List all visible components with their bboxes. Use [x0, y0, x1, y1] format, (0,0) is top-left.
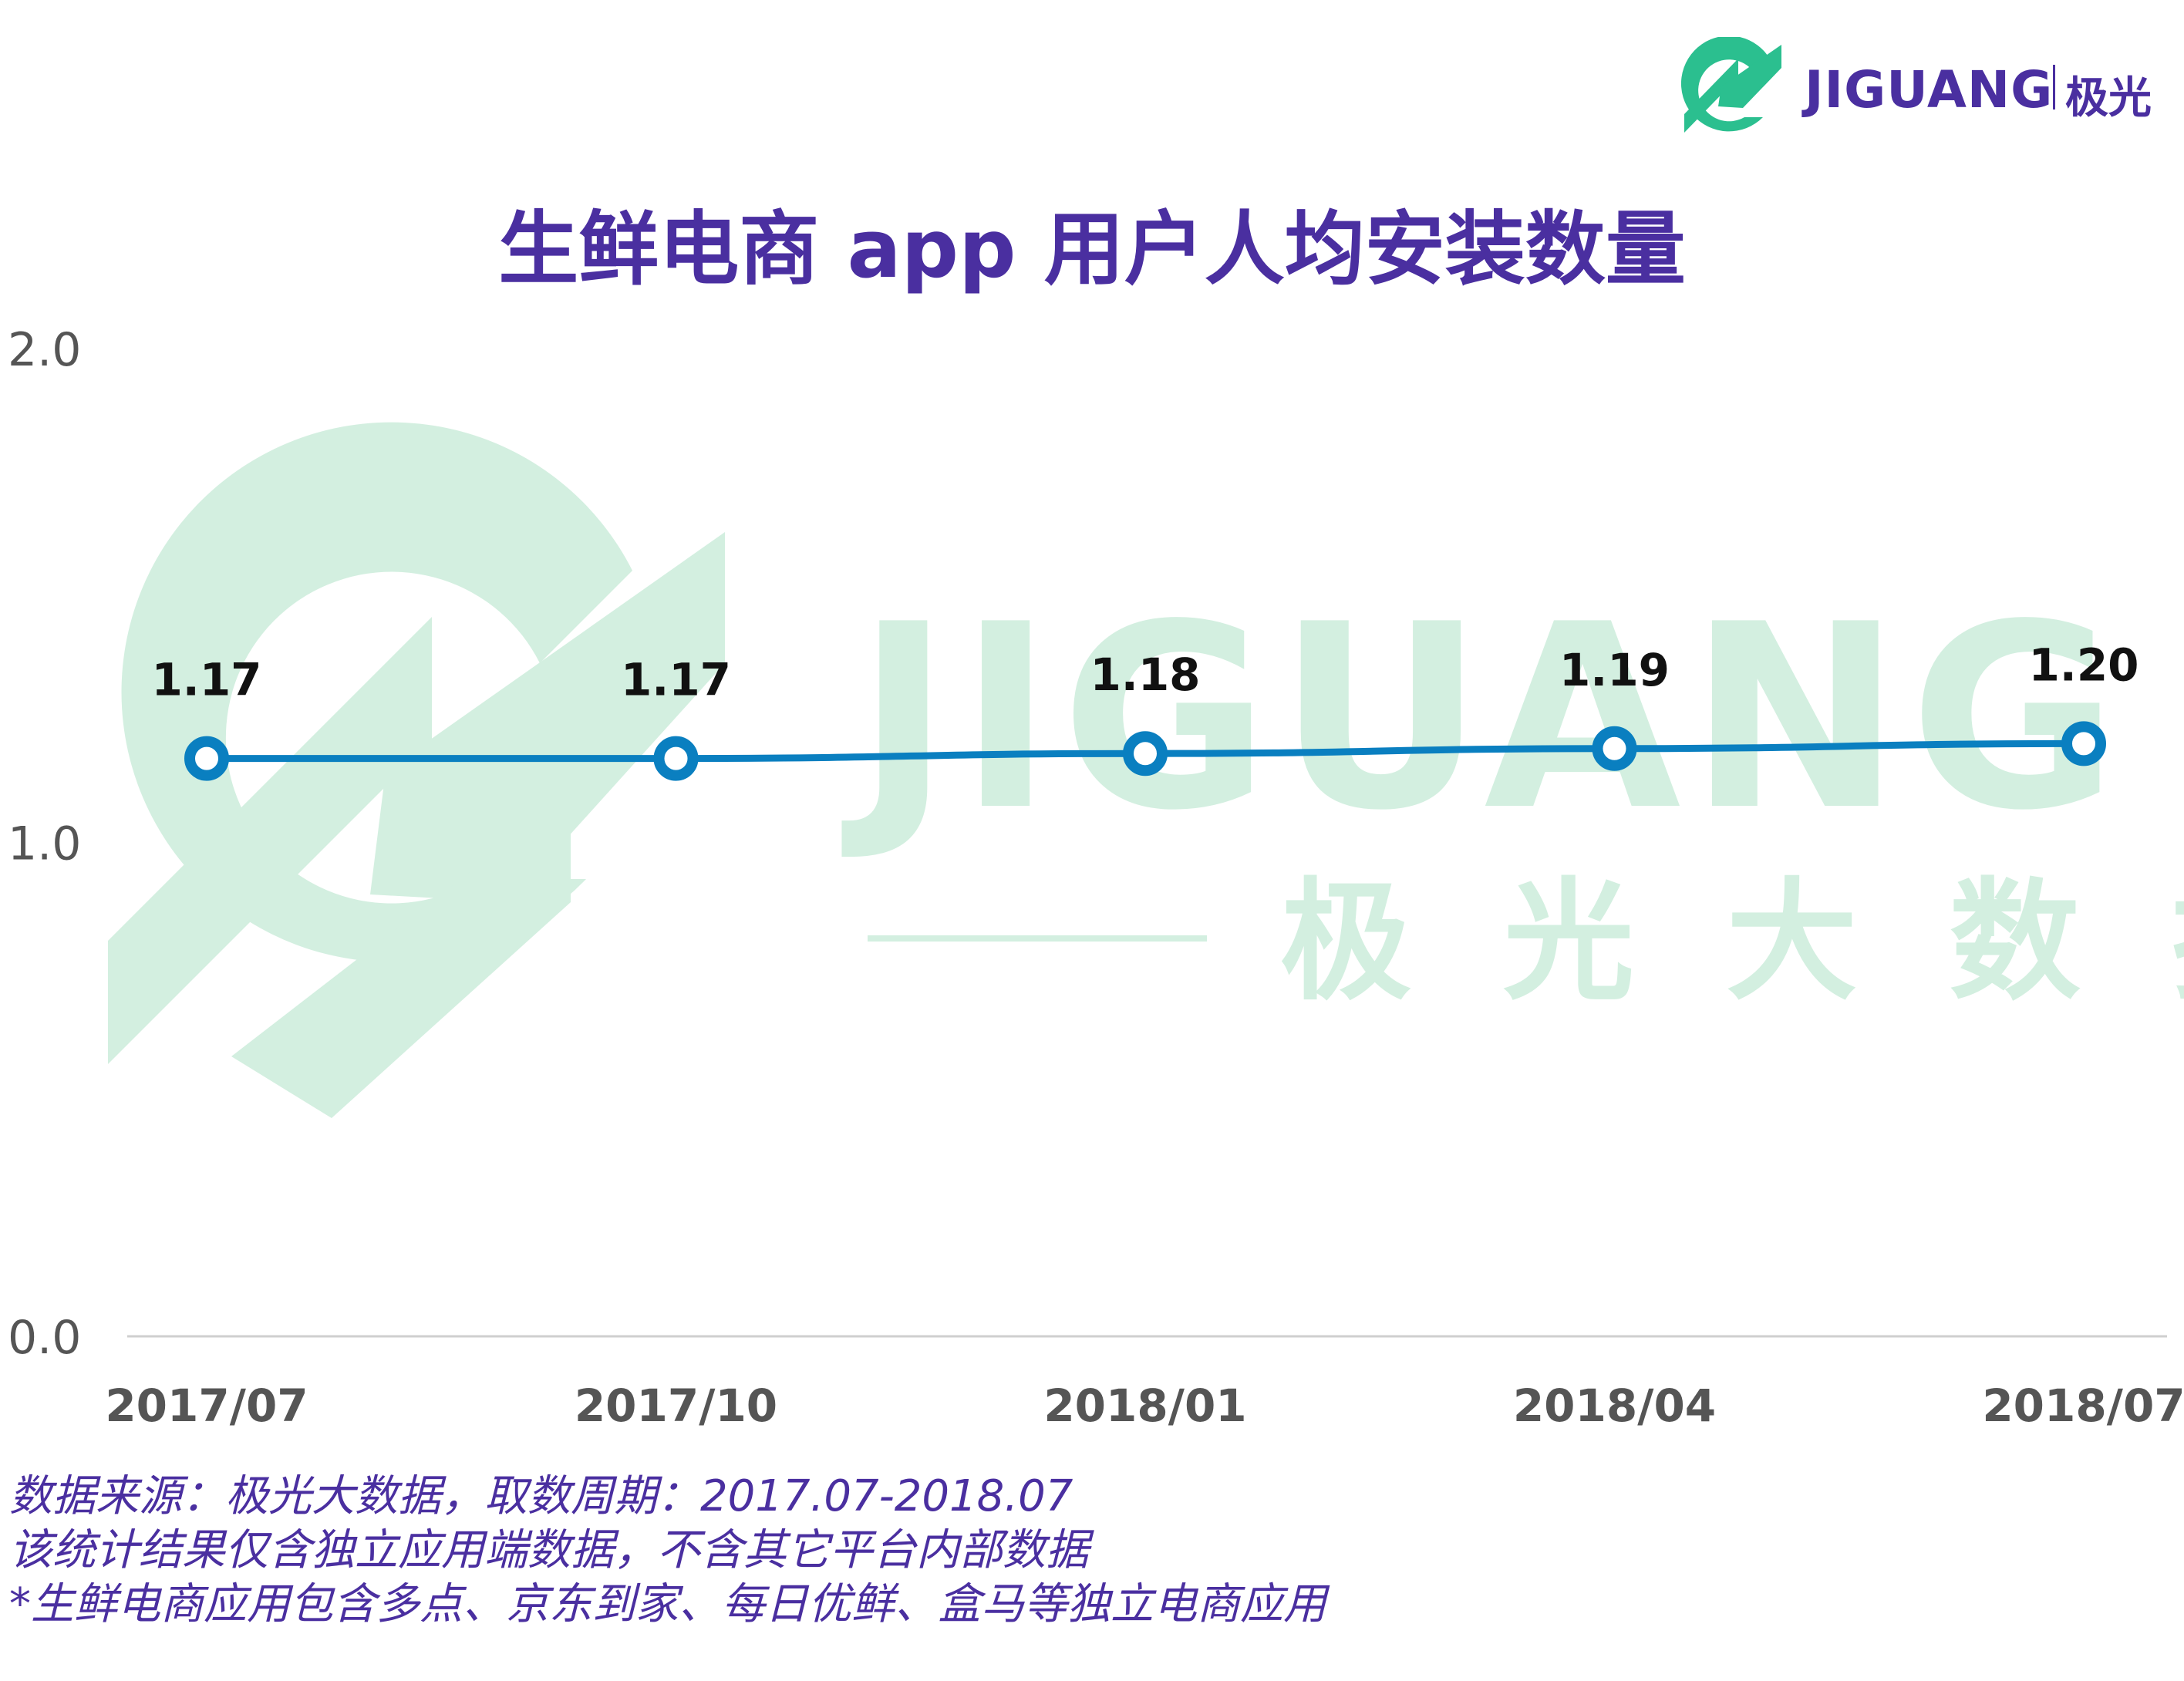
- note-scope: 该统计结果仅含独立应用端数据，不含其它平台内部数据: [9, 1525, 1089, 1575]
- data-point: [1592, 726, 1637, 771]
- source-notes: 数据来源：极光大数据，取数周期：2017.07-2018.07 该统计结果仅含独…: [9, 1470, 1326, 1632]
- data-label: 1.17: [151, 654, 261, 706]
- watermark-cn: 极 光 大 数 据: [1280, 866, 2184, 1019]
- data-label: 1.20: [2028, 638, 2138, 691]
- data-point: [1123, 731, 1168, 776]
- brand-name-cn: 极光: [2065, 73, 2152, 123]
- x-tick-label: 2017/10: [575, 1379, 777, 1432]
- data-labels-layer: 1.17 1.17 1.18 1.19 1.20: [151, 638, 2138, 706]
- brand-logo: JIGUANG 极光: [1681, 37, 2159, 137]
- x-tick-label: 2018/04: [1513, 1379, 1716, 1432]
- watermark-name: JIGUANG: [840, 570, 2125, 866]
- y-tick-label: 2.0: [8, 323, 81, 377]
- data-label: 1.19: [1559, 644, 1670, 696]
- brand-separator: [2053, 65, 2055, 109]
- data-point: [184, 736, 229, 781]
- watermark-logo-icon: [108, 422, 725, 1118]
- data-label: 1.17: [621, 654, 731, 706]
- x-tick-label: 2018/01: [1043, 1379, 1246, 1432]
- chart-title: 生鲜电商 app 用户人均安装数量: [498, 202, 1686, 296]
- watermark-divider: [868, 935, 1207, 942]
- brand-name: JIGUANG: [1805, 60, 2054, 120]
- points-layer: [184, 721, 2106, 781]
- data-point: [653, 736, 699, 781]
- axis-layer: 0.0 1.0 2.0 2017/07 2017/10 2018/01 2018/04 201…: [8, 323, 2184, 1432]
- note-source: 数据来源：极光大数据，取数周期：2017.07-2018.07: [9, 1471, 1073, 1521]
- data-label: 1.18: [1090, 648, 1200, 701]
- jiguang-logo-icon: [1681, 37, 1781, 133]
- x-tick-label: 2018/07: [1982, 1379, 2184, 1432]
- line-chart: 0.0 1.0 2.0 2017/07 2017/10 2018/01 2018/04 201…: [8, 323, 2184, 1432]
- note-apps: *生鲜电商应用包含多点、京东到家、每日优鲜、盒马等独立电商应用: [9, 1579, 1326, 1629]
- data-point: [2061, 721, 2106, 766]
- y-tick-label: 1.0: [8, 817, 81, 871]
- y-tick-label: 0.0: [8, 1311, 81, 1365]
- x-tick-label: 2017/07: [105, 1379, 308, 1432]
